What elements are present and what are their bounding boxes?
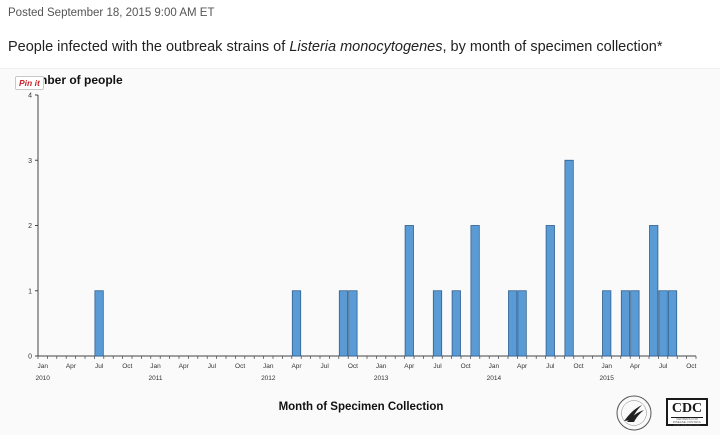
x-tick-label: Oct [348,363,358,370]
x-tick-year-label: 2011 [149,375,163,382]
headline-species: Listeria monocytogenes [289,39,443,55]
x-tick-label: Jan [489,363,500,370]
cdc-logo: CDC CENTERS FOR DISEASE CONTROL AND PREV… [666,398,708,427]
x-tick-label: Jan [150,363,161,370]
x-tick-label: Apr [517,363,528,370]
bar [508,290,518,357]
bar [620,290,631,357]
x-tick-label: Apr [291,363,302,370]
bar [338,290,349,357]
x-tick-year-label: 2015 [599,375,614,382]
y-tick-label: 1 [28,288,32,295]
x-tick-year-label: 2010 [35,375,50,382]
x-axis-label-wrap: Month of Specimen Collection [0,401,720,413]
bar [432,290,443,357]
x-tick-year-label: 2013 [374,375,389,382]
x-tick-label: Jul [659,363,668,370]
y-tick-label: 3 [28,158,32,165]
x-axis-label: Month of Specimen Collection [278,401,444,413]
x-tick-label: Jul [546,363,555,370]
x-tick-label: Oct [235,363,245,370]
cdc-logo-subtext: CENTERS FOR DISEASE CONTROL AND PREVENTI… [671,417,703,427]
x-tick-label: Jan [37,363,48,370]
bar [602,290,612,357]
x-tick-label: Apr [179,363,190,370]
pin-it-button[interactable]: Pin it [15,76,44,90]
chart-headline: People infected with the outbreak strain… [8,39,663,55]
bar [451,290,461,357]
bar [291,290,302,357]
bar [517,290,527,357]
x-tick-year-label: 2012 [261,375,276,382]
bar [630,290,640,357]
x-tick-label: Oct [122,363,132,370]
x-tick-label: Jul [321,363,330,370]
bar [649,225,659,357]
x-tick-label: Jul [433,363,442,370]
cdc-logo-text: CDC [671,401,703,416]
x-tick-label: Jul [95,363,104,370]
headline-text: People infected with the outbreak strain… [8,39,290,55]
x-tick-label: Apr [66,363,77,370]
bar [658,290,668,357]
chart-panel [0,68,720,435]
y-axis-label: nber of people [40,73,123,87]
bar [667,290,678,357]
x-tick-label: Apr [630,363,641,370]
x-tick-label: Jan [601,363,612,370]
y-tick-label: 4 [28,93,32,100]
headline-suffix: , by month of specimen collection* [442,39,663,55]
hhs-seal-icon [616,395,652,431]
x-tick-label: Oct [686,363,696,370]
bar [348,290,358,357]
x-tick-label: Jan [263,363,274,370]
bar [564,159,574,357]
y-tick-label: 0 [28,354,32,361]
x-tick-label: Oct [461,363,471,370]
x-tick-label: Jan [376,363,387,370]
x-tick-label: Oct [573,363,583,370]
x-tick-year-label: 2014 [487,375,502,382]
bar [404,225,414,357]
bar [470,225,480,357]
x-tick-label: Jul [208,363,217,370]
x-tick-label: Apr [404,363,415,370]
y-tick-label: 2 [28,223,32,230]
posted-timestamp: Posted September 18, 2015 9:00 AM ET [8,7,215,19]
bar [545,225,555,357]
bar [94,290,104,357]
